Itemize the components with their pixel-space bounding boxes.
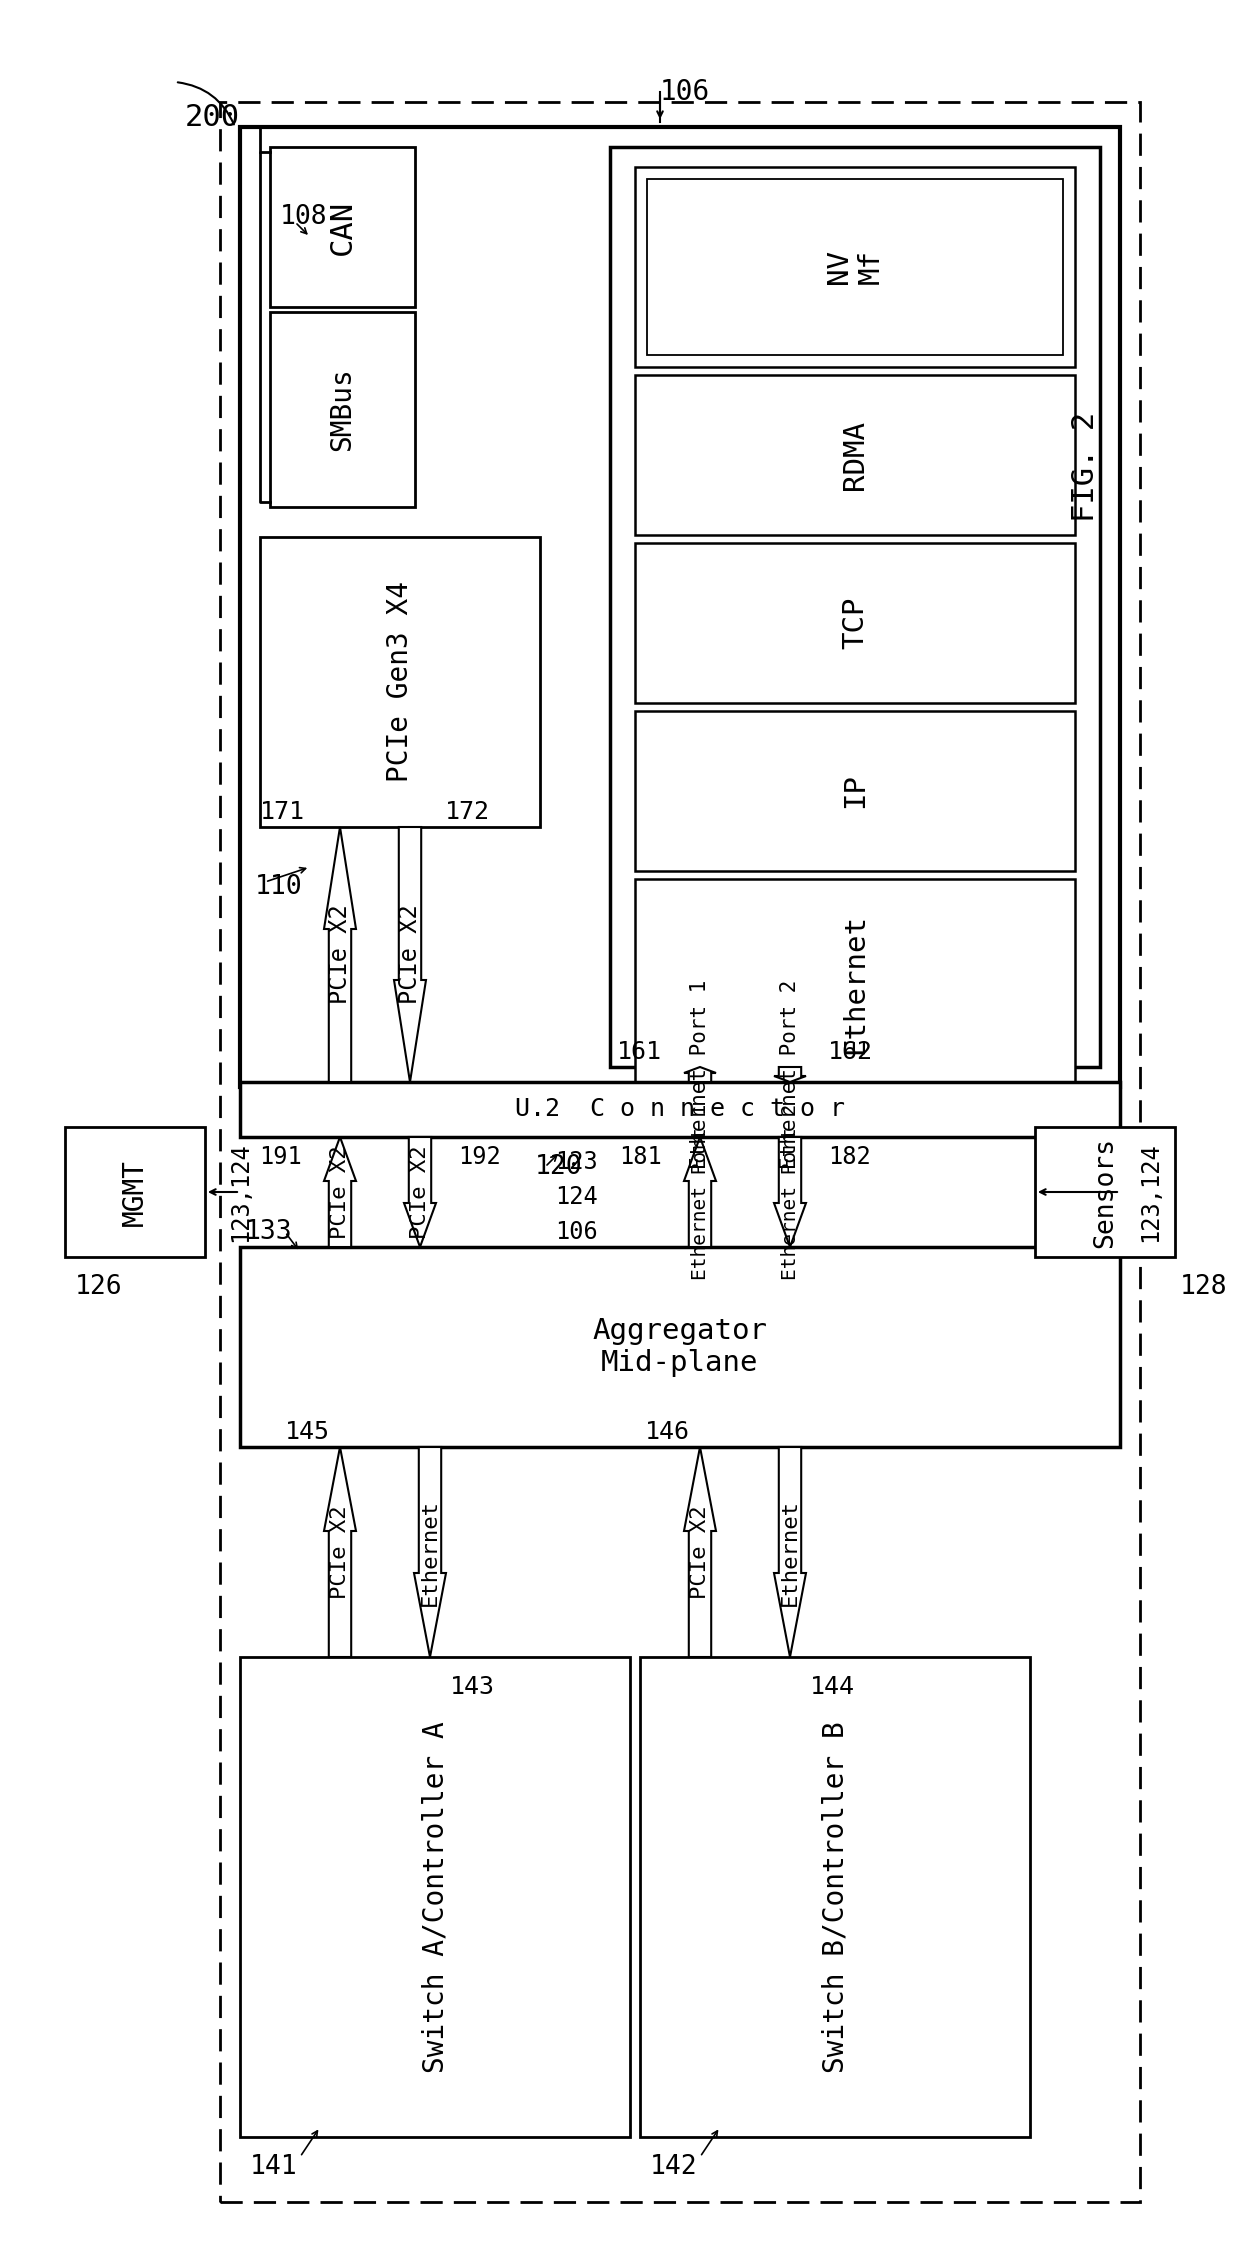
- Text: 171: 171: [260, 800, 305, 823]
- Polygon shape: [324, 1446, 356, 1657]
- Text: PCIe X2: PCIe X2: [329, 905, 352, 1004]
- Text: 162: 162: [828, 1041, 873, 1063]
- Text: RDMA: RDMA: [841, 419, 869, 490]
- Bar: [647, 179, 1063, 356]
- Polygon shape: [774, 1446, 806, 1657]
- Bar: [635, 168, 1075, 367]
- Text: NV
Mf: NV Mf: [825, 249, 885, 283]
- Text: Switch B/Controller B: Switch B/Controller B: [821, 1721, 849, 2072]
- Bar: [241, 127, 1120, 1086]
- Bar: [640, 1657, 1030, 2138]
- Text: Ethernet Port 2: Ethernet Port 2: [780, 979, 800, 1170]
- Text: MGMT: MGMT: [122, 1158, 149, 1226]
- Text: 182: 182: [828, 1145, 870, 1170]
- Text: 120: 120: [534, 1154, 583, 1181]
- Text: Ethernet: Ethernet: [780, 1498, 800, 1605]
- Polygon shape: [774, 1138, 806, 1247]
- Text: 191: 191: [259, 1145, 303, 1170]
- Text: 146: 146: [645, 1419, 689, 1444]
- Bar: [270, 313, 415, 508]
- Text: CAN: CAN: [329, 199, 357, 254]
- Polygon shape: [684, 1068, 715, 1081]
- Bar: [635, 880, 1075, 1088]
- Text: 172: 172: [445, 800, 490, 823]
- Bar: [241, 1247, 1120, 1446]
- Text: 108: 108: [280, 204, 327, 229]
- Text: PCIe Gen3 X4: PCIe Gen3 X4: [386, 583, 414, 782]
- Polygon shape: [324, 1138, 356, 1247]
- Text: Ethernet: Ethernet: [420, 1498, 440, 1605]
- Text: 161: 161: [618, 1041, 662, 1063]
- Polygon shape: [394, 827, 427, 1081]
- Text: 144: 144: [810, 1675, 856, 1698]
- Bar: [610, 147, 1100, 1068]
- Text: 200: 200: [185, 102, 241, 131]
- Text: Sensors: Sensors: [1092, 1136, 1118, 1247]
- Text: 123,124: 123,124: [228, 1143, 252, 1242]
- Text: U.2  C o n n e c t o r: U.2 C o n n e c t o r: [515, 1097, 844, 1122]
- Polygon shape: [414, 1446, 446, 1657]
- Bar: [260, 537, 539, 827]
- Polygon shape: [324, 827, 356, 1081]
- Text: 124: 124: [556, 1186, 598, 1208]
- Text: 106: 106: [660, 77, 711, 107]
- Text: FIG. 2: FIG. 2: [1071, 413, 1100, 521]
- Text: 128: 128: [1180, 1274, 1228, 1299]
- Text: 181: 181: [619, 1145, 662, 1170]
- Text: 106: 106: [556, 1220, 598, 1245]
- Text: 143: 143: [450, 1675, 495, 1698]
- Bar: [64, 1127, 205, 1256]
- Text: Ethernet Port 1: Ethernet Port 1: [691, 1104, 709, 1281]
- Bar: [635, 712, 1075, 871]
- Bar: [1035, 1127, 1176, 1256]
- Text: 123,124: 123,124: [1138, 1143, 1162, 1242]
- Text: 133: 133: [246, 1220, 293, 1245]
- Bar: [241, 1657, 630, 2138]
- Text: SMBus: SMBus: [329, 367, 357, 451]
- Text: PCIe X2: PCIe X2: [330, 1505, 350, 1598]
- Polygon shape: [684, 1446, 715, 1657]
- Polygon shape: [684, 1138, 715, 1247]
- Text: PCIe X2: PCIe X2: [410, 1145, 430, 1238]
- Text: 126: 126: [74, 1274, 123, 1299]
- Polygon shape: [774, 1068, 806, 1081]
- Bar: [241, 1081, 1120, 1138]
- Text: 141: 141: [250, 2154, 298, 2181]
- Text: PCIe X2: PCIe X2: [398, 905, 422, 1004]
- Text: IP: IP: [841, 773, 869, 809]
- Text: 192: 192: [458, 1145, 501, 1170]
- Text: 145: 145: [285, 1419, 330, 1444]
- Bar: [270, 147, 415, 306]
- Text: TCP: TCP: [841, 596, 869, 648]
- Text: 142: 142: [650, 2154, 698, 2181]
- Text: Switch A/Controller A: Switch A/Controller A: [422, 1721, 449, 2072]
- Bar: [219, 102, 1140, 2201]
- Bar: [635, 544, 1075, 703]
- Text: Ethernet Port 2: Ethernet Port 2: [780, 1104, 800, 1281]
- Text: PCIe X2: PCIe X2: [330, 1145, 350, 1238]
- Text: 110: 110: [255, 875, 303, 900]
- Bar: [635, 374, 1075, 535]
- Text: Aggregator
Mid-plane: Aggregator Mid-plane: [593, 1317, 768, 1376]
- Polygon shape: [404, 1138, 436, 1247]
- Text: Ethernet: Ethernet: [841, 914, 869, 1054]
- Text: 123: 123: [556, 1149, 598, 1174]
- Text: PCIe X2: PCIe X2: [689, 1505, 711, 1598]
- Text: Ethernet Port 1: Ethernet Port 1: [689, 979, 711, 1170]
